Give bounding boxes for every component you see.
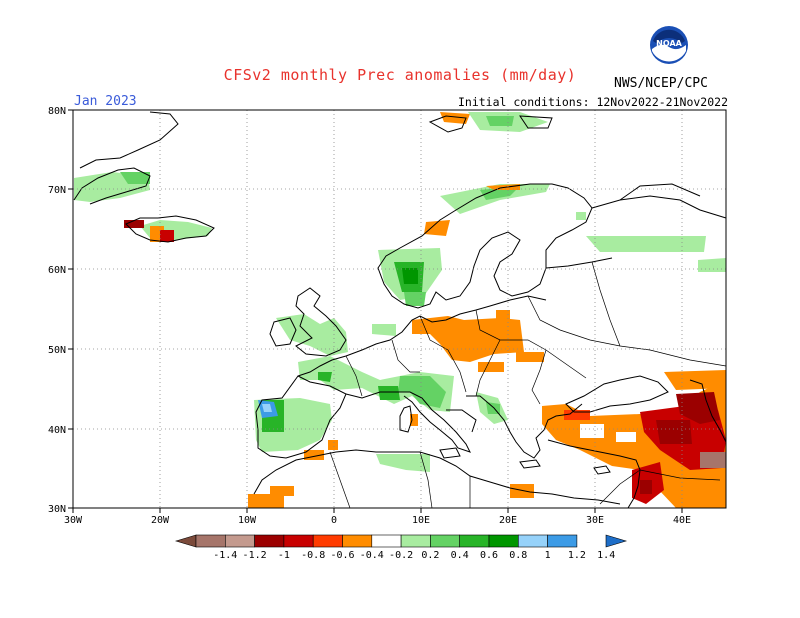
forecast-month-label: Jan 2023 bbox=[74, 94, 137, 109]
x-tick-label: 30W bbox=[64, 515, 83, 526]
x-tick-label: 10E bbox=[412, 515, 430, 526]
colorbar-swatch bbox=[488, 534, 519, 548]
colorbar: -1.4 -1.2 -1 -0.8 -0.6 -0.4 -0.2 0.2 0.4 0.6 0.8 1 1… bbox=[174, 534, 628, 561]
axis-ticks bbox=[68, 109, 683, 513]
colorbar-label: 1.2 bbox=[568, 550, 586, 561]
colorbar-swatch bbox=[225, 534, 255, 548]
colorbar-label: 0.4 bbox=[451, 550, 469, 561]
x-tick-label: 30E bbox=[586, 515, 604, 526]
colorbar-label: 1 bbox=[545, 550, 551, 561]
y-tick-label: 30N bbox=[48, 504, 66, 515]
colorbar-label: 0.6 bbox=[480, 550, 498, 561]
x-tick-label: 40E bbox=[673, 515, 691, 526]
colorbar-swatch bbox=[195, 534, 226, 548]
coastlines bbox=[73, 111, 727, 509]
colorbar-label: -0.8 bbox=[301, 550, 325, 561]
colorbar-label: 1.4 bbox=[597, 550, 615, 561]
colorbar-label: -1.4 bbox=[213, 550, 237, 561]
map-title: CFSv2 monthly Prec anomalies (mm/day) bbox=[223, 66, 577, 84]
colorbar-label: 0.2 bbox=[421, 550, 439, 561]
colorbar-swatch bbox=[459, 534, 490, 548]
colorbar-end-left bbox=[174, 534, 197, 548]
x-tick-label: 20E bbox=[499, 515, 517, 526]
colorbar-label: -0.4 bbox=[360, 550, 384, 561]
colorbar-swatch bbox=[517, 534, 548, 548]
x-tick-label: 0 bbox=[331, 515, 337, 526]
colorbar-label: -1.2 bbox=[243, 550, 267, 561]
colorbar-swatch bbox=[547, 534, 578, 548]
initial-conditions-label: Initial conditions: 12Nov2022-21Nov2022 bbox=[457, 95, 728, 109]
colorbar-label: -0.6 bbox=[330, 550, 354, 561]
colorbar-label: -1 bbox=[278, 550, 290, 561]
colorbar-end-right bbox=[605, 534, 628, 548]
y-tick-label: 60N bbox=[48, 265, 66, 276]
map-frame bbox=[72, 109, 727, 509]
colorbar-swatch bbox=[312, 534, 343, 548]
anomaly-field bbox=[74, 112, 726, 508]
colorbar-swatch bbox=[254, 534, 285, 548]
noaa-logo-icon: NOAA bbox=[650, 26, 688, 64]
y-tick-label: 70N bbox=[48, 185, 66, 196]
colorbar-label: 0.8 bbox=[509, 550, 527, 561]
colorbar-swatch bbox=[342, 534, 373, 548]
colorbar-swatch bbox=[400, 534, 431, 548]
y-tick-label: 80N bbox=[48, 106, 66, 117]
x-tick-label: 20W bbox=[151, 515, 170, 526]
y-tick-label: 40N bbox=[48, 425, 66, 436]
colorbar-swatch bbox=[283, 534, 314, 548]
logo-text: NOAA bbox=[656, 39, 682, 48]
colorbar-label: -0.2 bbox=[389, 550, 413, 561]
graticule bbox=[73, 110, 726, 508]
y-tick-label: 50N bbox=[48, 345, 66, 356]
x-tick-label: 10W bbox=[238, 515, 257, 526]
colorbar-swatch bbox=[371, 534, 402, 548]
colorbar-swatch bbox=[430, 534, 460, 548]
agency-label: NWS/NCEP/CPC bbox=[614, 76, 708, 91]
